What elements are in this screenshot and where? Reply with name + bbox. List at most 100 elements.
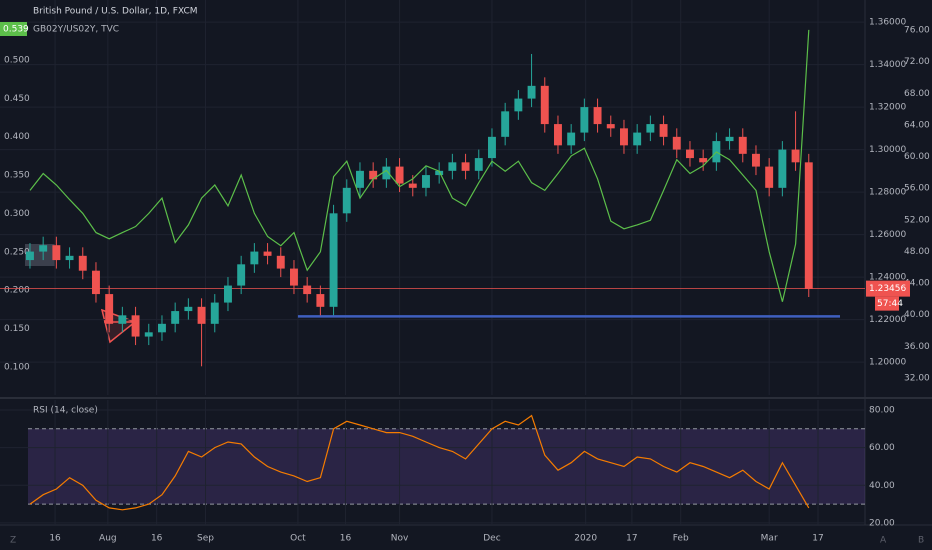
y-tick-label: 60.00 [869, 443, 895, 453]
y3-tick-label: 52.00 [904, 215, 930, 225]
candle-body [752, 153, 760, 167]
candle-body [778, 149, 787, 188]
rsi-line [29, 414, 810, 511]
candle-body [686, 149, 694, 159]
candle-body [369, 170, 378, 180]
y3-tick-label: 32.00 [904, 373, 930, 383]
candle-body [620, 128, 628, 146]
y-tick-label: 1.22000 [869, 315, 906, 325]
y-tick-label: 1.20000 [869, 358, 906, 368]
candle-body [197, 306, 206, 324]
candle-body [474, 158, 483, 171]
candle-body [408, 183, 417, 188]
spread-line [29, 29, 810, 302]
price-label: 1.23456 [869, 284, 906, 294]
candle-body [435, 170, 444, 176]
candle-body [316, 294, 325, 307]
candle-body [39, 245, 48, 252]
y-left-tick-label: 0.100 [4, 362, 30, 372]
candle-body [224, 285, 232, 303]
candle-body [699, 158, 708, 163]
candle-body [514, 98, 523, 112]
candle-body [250, 251, 259, 265]
toolbar-button[interactable]: Z [10, 536, 16, 546]
x-tick-label: Nov [391, 534, 409, 544]
y-tick-label: 1.36000 [869, 18, 906, 28]
candle-body [725, 136, 734, 142]
y-tick-label: 1.34000 [869, 60, 906, 70]
candle-body [567, 132, 576, 146]
price-label-bg [866, 280, 910, 297]
candle-body [342, 187, 351, 214]
y-tick-label: 40.00 [869, 481, 895, 491]
x-tick-label: Sep [197, 534, 214, 544]
chart-subtitle: GB02Y/US02Y, TVC [33, 25, 119, 35]
candle-body [131, 315, 140, 337]
rsi-band [28, 428, 865, 505]
x-tick-label: Dec [483, 534, 500, 544]
candle-body [646, 124, 655, 133]
rsi-title: RSI (14, close) [33, 406, 98, 416]
spread-label-bg [0, 22, 27, 36]
x-tick-label: Aug [99, 534, 117, 544]
candle-body [593, 107, 602, 125]
candle-body [78, 255, 87, 271]
candle-body [580, 107, 589, 133]
candle-body [738, 136, 747, 154]
x-tick-label: 16 [151, 534, 163, 544]
y-tick-label: 1.26000 [869, 230, 906, 240]
candle-body [303, 285, 312, 295]
toolbar-button[interactable]: B [918, 536, 924, 546]
drawing-box [25, 244, 55, 266]
candle-body [276, 255, 285, 269]
candle-body [633, 132, 642, 146]
x-tick-label: 2020 [574, 534, 597, 544]
y-left-tick-label: 0.400 [4, 132, 30, 142]
x-tick-label: 16 [340, 534, 352, 544]
candle-body [804, 162, 813, 289]
x-tick-label: 16 [49, 534, 61, 544]
toolbar-button[interactable]: A [880, 536, 887, 546]
y-left-tick-label: 0.300 [4, 209, 30, 219]
y-tick-label: 80.00 [869, 405, 895, 415]
y-left-tick-label: 0.350 [4, 171, 30, 181]
candle-body [144, 332, 153, 337]
candle-body [672, 136, 681, 150]
candle-body [171, 311, 180, 324]
spread-label: 0.539 [3, 25, 29, 35]
candle-body [237, 264, 246, 286]
candle-body [65, 255, 74, 261]
y-left-tick-label: 0.500 [4, 55, 30, 65]
candle-body [210, 302, 219, 324]
candle-body [158, 323, 166, 333]
x-tick-label: Oct [290, 534, 306, 544]
candle-body [765, 166, 774, 188]
candle-body [263, 251, 272, 256]
candle-body [92, 270, 100, 295]
y-tick-label: 1.32000 [869, 103, 906, 113]
candle-body [290, 268, 298, 286]
candle-body [791, 149, 800, 163]
candle-body [184, 306, 193, 312]
y-left-tick-label: 0.250 [4, 247, 30, 257]
candle-body [356, 170, 364, 188]
candle-body [448, 162, 457, 171]
y-tick-label: 1.24000 [869, 273, 906, 283]
y3-tick-label: 72.00 [904, 57, 930, 67]
y3-tick-label: 48.00 [904, 247, 930, 257]
candle-body [382, 166, 391, 180]
candle-body [527, 85, 536, 99]
x-tick-label: 17 [626, 534, 637, 544]
candle-body [540, 85, 549, 125]
candle-body [329, 213, 338, 307]
y3-tick-label: 60.00 [904, 152, 930, 162]
y3-tick-label: 44.00 [904, 279, 930, 289]
candle-body [26, 251, 34, 261]
y3-tick-label: 68.00 [904, 89, 930, 99]
chart-title: British Pound / U.S. Dollar, 1D, FXCM [33, 7, 198, 17]
y-tick-label: 1.28000 [869, 188, 906, 198]
candle-body [461, 162, 470, 171]
y-tick-label: 1.30000 [869, 145, 906, 155]
y3-tick-label: 56.00 [904, 184, 930, 194]
